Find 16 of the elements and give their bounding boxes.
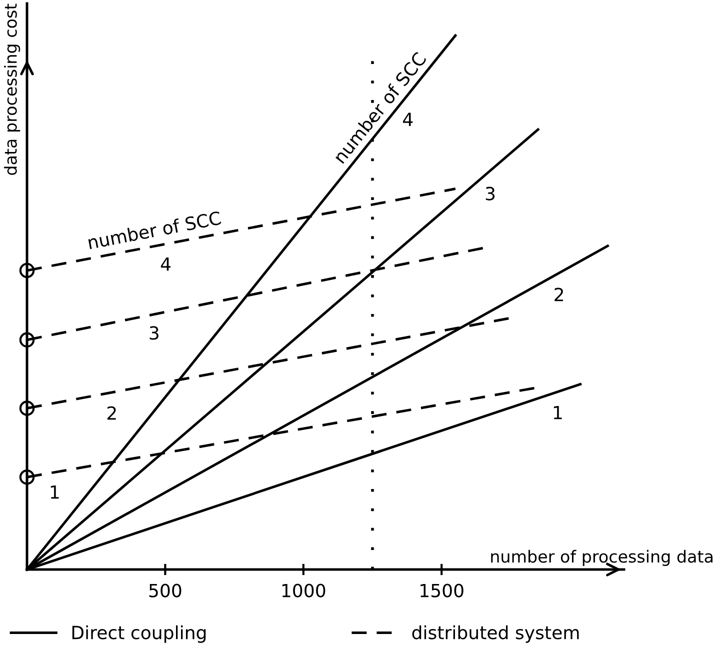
x-axis-title: number of processing data xyxy=(491,550,712,566)
annotation: 2 xyxy=(554,288,564,302)
annotation: number of SCC xyxy=(88,210,222,250)
annotation: 3 xyxy=(486,186,495,200)
x-tick-label: 500 xyxy=(149,584,182,598)
legend-label: Direct coupling xyxy=(72,625,206,643)
x-tick-label: 1000 xyxy=(282,584,326,598)
annotation: 4 xyxy=(403,112,413,126)
annotation: 1 xyxy=(554,406,562,420)
y-axis-title: data processing cost xyxy=(4,4,20,175)
annotation: 2 xyxy=(107,406,116,420)
annotation: 4 xyxy=(160,258,170,271)
legend-label: distributed system xyxy=(412,625,579,643)
x-tick-label: 1500 xyxy=(420,584,464,598)
annotation: 1 xyxy=(50,486,59,499)
annotation: 3 xyxy=(150,326,158,340)
